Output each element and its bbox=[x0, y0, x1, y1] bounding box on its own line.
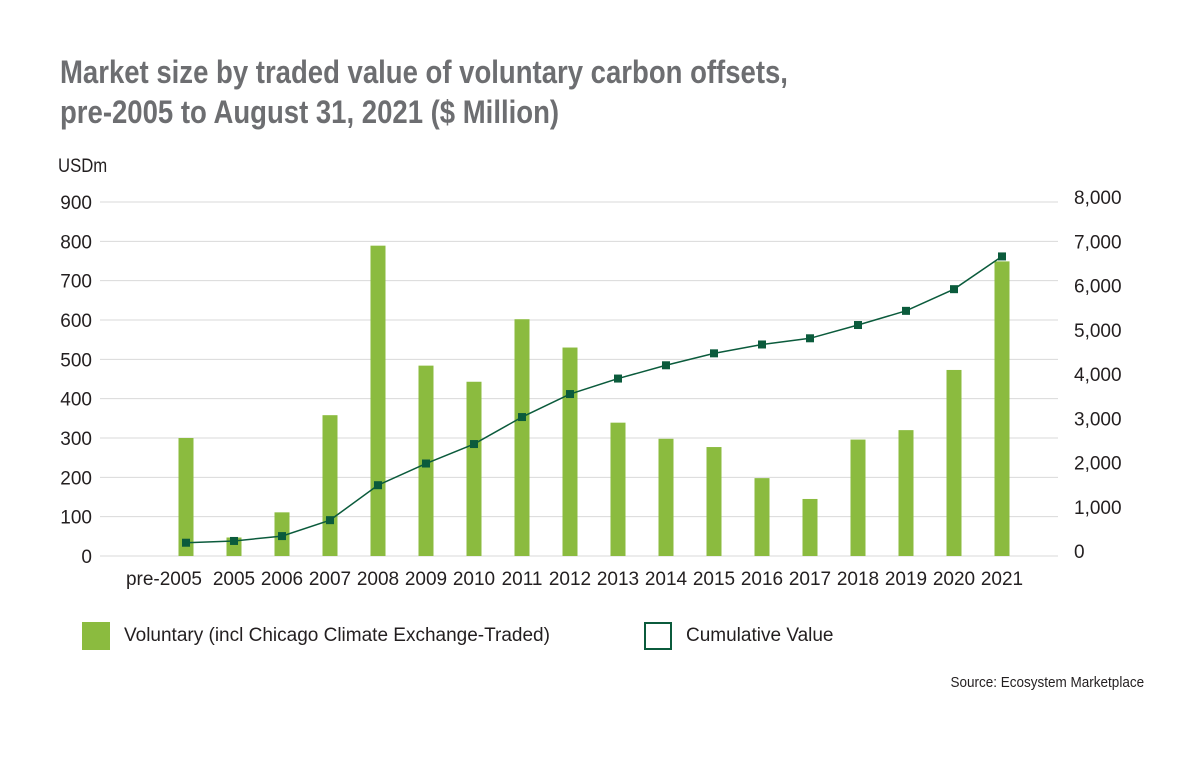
cumulative-point-2012 bbox=[566, 390, 574, 399]
y2-tick-label: 2,000 bbox=[1074, 454, 1122, 475]
x-tick-label: 2012 bbox=[549, 569, 591, 590]
cumulative-line bbox=[185, 255, 1003, 544]
x-tick-label: 2006 bbox=[261, 569, 303, 590]
bar-pre-2005 bbox=[178, 438, 194, 556]
y2-tick-label: 5,000 bbox=[1074, 321, 1122, 342]
x-tick-label: 2015 bbox=[693, 569, 735, 590]
cumulative-point-2011 bbox=[518, 413, 526, 422]
bar-2015 bbox=[706, 447, 722, 556]
bar-2019 bbox=[898, 430, 914, 556]
legend-label-bars: Voluntary (incl Chicago Climate Exchange… bbox=[124, 625, 550, 646]
y-tick-label: 700 bbox=[60, 272, 92, 293]
title-line-1: Market size by traded value of voluntary… bbox=[60, 54, 788, 90]
x-tick-label: 2010 bbox=[453, 569, 495, 590]
bar-2018 bbox=[850, 439, 866, 556]
bar-2017 bbox=[802, 498, 818, 556]
x-tick-label: 2013 bbox=[597, 569, 639, 590]
legend-swatch-line bbox=[644, 622, 672, 650]
legend-item-line: Cumulative Value bbox=[644, 622, 834, 650]
bar-2016 bbox=[754, 478, 770, 556]
x-tick-label: 2016 bbox=[741, 569, 783, 590]
cumulative-point-2009 bbox=[422, 459, 430, 468]
bar-2007 bbox=[322, 415, 338, 556]
source-note: Source: Ecosystem Marketplace bbox=[950, 674, 1144, 691]
bar-2008 bbox=[370, 245, 386, 556]
x-tick-label: 2017 bbox=[789, 569, 831, 590]
cumulative-point-2016 bbox=[758, 340, 766, 349]
y-tick-label: 400 bbox=[60, 390, 92, 411]
cumulative-point-2017 bbox=[806, 334, 814, 343]
chart-title: Market size by traded value of voluntary… bbox=[60, 52, 788, 132]
x-tick-label: 2014 bbox=[645, 569, 688, 590]
y-tick-label: 600 bbox=[60, 311, 92, 332]
x-tick-label: 2008 bbox=[357, 569, 399, 590]
bar-2021 bbox=[994, 261, 1010, 556]
bar-2013 bbox=[610, 422, 626, 556]
bar-2020 bbox=[946, 369, 962, 556]
cumulative-point-2020 bbox=[950, 285, 958, 294]
x-tick-label: 2020 bbox=[933, 569, 975, 590]
legend-swatch-bar bbox=[82, 622, 110, 650]
y2-tick-label: 4,000 bbox=[1074, 365, 1122, 386]
cumulative-point-2006 bbox=[278, 532, 286, 541]
legend-label-line: Cumulative Value bbox=[686, 625, 834, 646]
bar-2010 bbox=[466, 381, 482, 556]
y-tick-label: 100 bbox=[60, 508, 92, 529]
y2-tick-label: 0 bbox=[1074, 542, 1085, 563]
cumulative-point-2007 bbox=[326, 516, 334, 525]
y-tick-label: 200 bbox=[60, 468, 92, 489]
x-tick-label: 2007 bbox=[309, 569, 351, 590]
x-tick-label: 2005 bbox=[213, 569, 255, 590]
cumulative-point-2005 bbox=[230, 536, 238, 545]
cumulative-point-2015 bbox=[710, 349, 718, 358]
bar-2014 bbox=[658, 438, 674, 556]
bar-2011 bbox=[514, 319, 530, 556]
x-tick-label: 2009 bbox=[405, 569, 447, 590]
cumulative-point-2013 bbox=[614, 374, 622, 383]
cumulative-point-2010 bbox=[470, 440, 478, 449]
y-tick-label: 500 bbox=[60, 350, 92, 371]
bar-2012 bbox=[562, 347, 578, 556]
y2-tick-label: 3,000 bbox=[1074, 409, 1122, 430]
y2-tick-label: 8,000 bbox=[1074, 188, 1122, 209]
y-tick-label: 900 bbox=[60, 193, 92, 214]
y-tick-label: 0 bbox=[81, 547, 92, 568]
title-line-2: pre-2005 to August 31, 2021 ($ Million) bbox=[60, 94, 560, 130]
y-axis-label: USDm bbox=[58, 156, 108, 177]
y2-tick-label: 1,000 bbox=[1074, 498, 1122, 519]
cumulative-point-pre-2005 bbox=[182, 538, 190, 547]
y-tick-label: 300 bbox=[60, 429, 92, 450]
x-tick-label: pre-2005 bbox=[126, 569, 202, 590]
x-tick-label: 2021 bbox=[981, 569, 1023, 590]
cumulative-point-2018 bbox=[854, 321, 862, 330]
y-tick-label: 800 bbox=[60, 232, 92, 253]
legend-item-bars: Voluntary (incl Chicago Climate Exchange… bbox=[82, 622, 550, 650]
cumulative-point-2019 bbox=[902, 306, 910, 315]
x-tick-label: 2018 bbox=[837, 569, 879, 590]
y2-tick-label: 6,000 bbox=[1074, 277, 1122, 298]
cumulative-point-2008 bbox=[374, 481, 382, 490]
cumulative-point-2021 bbox=[998, 252, 1006, 261]
x-tick-label: 2019 bbox=[885, 569, 927, 590]
x-tick-label: 2011 bbox=[502, 569, 543, 590]
cumulative-point-2014 bbox=[662, 361, 670, 370]
y2-tick-label: 7,000 bbox=[1074, 232, 1122, 253]
